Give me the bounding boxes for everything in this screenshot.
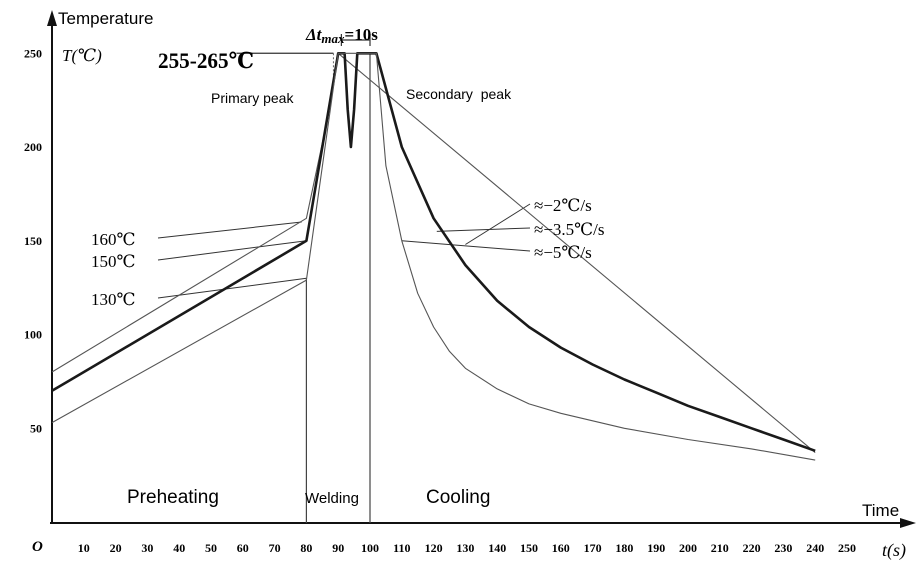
x-tick-label-140: 140	[488, 541, 506, 555]
x-tick-label-180: 180	[615, 541, 633, 555]
y-axis-unit: T(℃)	[62, 46, 102, 65]
y-tick-label-200: 200	[24, 140, 42, 154]
left-leader-130	[157, 277, 307, 299]
x-tick-label-240: 240	[806, 541, 824, 555]
series-lower-curve	[51, 52, 816, 461]
left-leader-160	[157, 221, 302, 239]
x-tick-label-120: 120	[425, 541, 443, 555]
zone-welding: Welding	[305, 490, 359, 507]
x-tick-label-250: 250	[838, 541, 856, 555]
zone-cooling: Cooling	[426, 487, 490, 508]
y-tick-label-50: 50	[30, 421, 42, 435]
rate-label-3-5: ≈−3.5℃/s	[534, 220, 605, 239]
x-tick-label-40: 40	[173, 541, 185, 555]
dt-suffix: =10s	[345, 25, 379, 44]
origin-label: O	[32, 539, 43, 555]
ticks: 10 20 30 40 50 60 70 80 90 100 110 120 130 140 150 160 1…	[24, 46, 856, 555]
rate-leader-0	[465, 203, 531, 245]
left-label-130: 130℃	[91, 290, 136, 309]
x-tick-label-80: 80	[300, 541, 312, 555]
primary-peak-label: Primary peak	[211, 90, 294, 106]
x-tick-label-210: 210	[711, 541, 729, 555]
x-tick-label-70: 70	[269, 541, 281, 555]
y-axis-arrow	[47, 10, 57, 26]
left-label-150: 150℃	[91, 252, 136, 271]
series-upper-curve	[51, 52, 816, 454]
zone-preheating: Preheating	[127, 487, 219, 508]
x-tick-label-30: 30	[141, 541, 153, 555]
axes	[47, 10, 916, 528]
y-tick-label-150: 150	[24, 234, 42, 248]
dt-sub: max	[321, 31, 345, 46]
peak-range-label: 255-265℃	[158, 48, 254, 73]
y-tick-label-250: 250	[24, 46, 42, 60]
x-tick-label-160: 160	[552, 541, 570, 555]
x-tick-label-220: 220	[743, 541, 761, 555]
x-axis-unit: t(s)	[882, 540, 906, 561]
series	[51, 51, 816, 461]
x-tick-label-130: 130	[456, 541, 474, 555]
x-tick-label-60: 60	[237, 541, 249, 555]
x-tick-label-100: 100	[361, 541, 379, 555]
rate-label-5: ≈−5℃/s	[534, 243, 592, 262]
y-axis-title: Temperature	[58, 9, 153, 28]
x-tick-label-150: 150	[520, 541, 538, 555]
guide-lines	[157, 34, 531, 523]
secondary-peak-label: Secondary peak	[406, 86, 512, 102]
x-tick-label-110: 110	[393, 541, 410, 555]
x-tick-label-190: 190	[647, 541, 665, 555]
x-axis-title: Time	[862, 501, 899, 520]
x-tick-label-50: 50	[205, 541, 217, 555]
rate-leader-2	[401, 240, 531, 252]
x-tick-label-230: 230	[774, 541, 792, 555]
x-axis-arrow	[900, 518, 916, 528]
x-tick-label-170: 170	[584, 541, 602, 555]
x-tick-label-20: 20	[110, 541, 122, 555]
rate-label-2: ≈−2℃/s	[534, 196, 592, 215]
dt-max-label: Δtmax=10s	[305, 25, 378, 46]
dt-prefix: Δt	[305, 25, 323, 44]
x-tick-label-90: 90	[332, 541, 344, 555]
left-leader-150	[157, 240, 307, 261]
x-tick-label-10: 10	[78, 541, 90, 555]
x-tick-label-200: 200	[679, 541, 697, 555]
labels: Temperature T(℃) Time t(s) O 255-265℃ Δt…	[32, 9, 906, 561]
y-tick-label-100: 100	[24, 328, 42, 342]
rate-leader-1	[436, 227, 531, 232]
series-main-curve	[51, 51, 816, 453]
left-label-160: 160℃	[91, 230, 136, 249]
